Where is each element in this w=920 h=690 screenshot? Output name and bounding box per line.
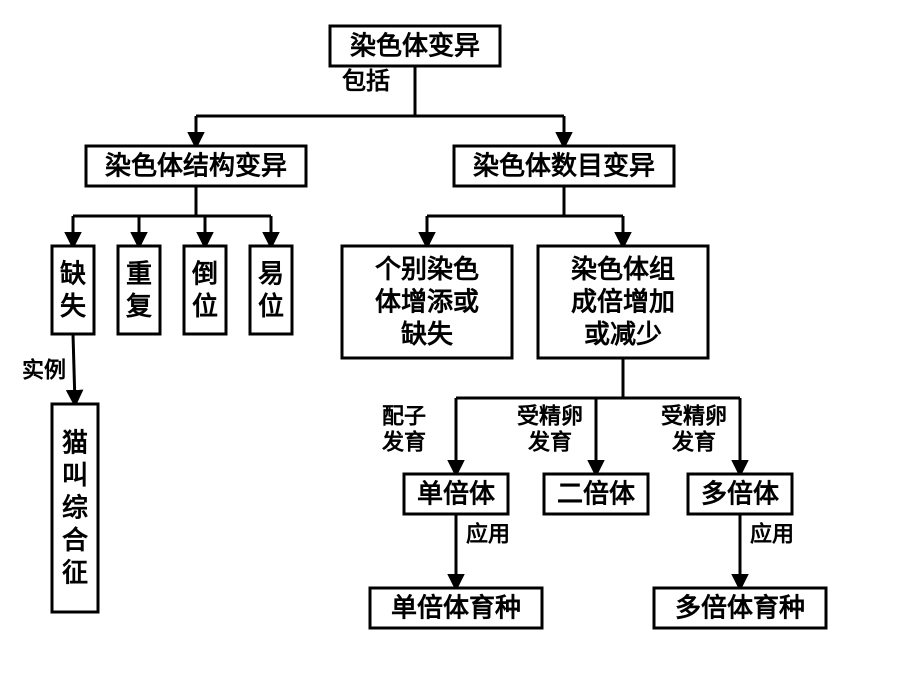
node-label: 综 <box>62 493 88 523</box>
edge-label: 受精卵 <box>661 404 727 429</box>
node-duplication: 重复 <box>118 246 160 334</box>
node-haploid_breed: 单倍体育种 <box>370 588 542 628</box>
node-label: 体增添或 <box>375 287 479 317</box>
flowchart-diagram: 包括实例应用应用配子发育受精卵发育受精卵发育染色体变异染色体结构变异染色体数目变… <box>0 0 920 690</box>
edge-label: 实例 <box>22 358 66 383</box>
node-label: 位 <box>258 291 284 321</box>
node-label: 征 <box>62 559 88 588</box>
node-label: 染色体组 <box>571 254 675 284</box>
node-label: 合 <box>62 525 89 555</box>
node-root: 染色体变异 <box>330 26 500 66</box>
node-polyset: 染色体组成倍增加或减少 <box>538 246 708 358</box>
node-label: 染色体数目变异 <box>473 151 655 181</box>
node-deletion: 缺失 <box>52 246 94 334</box>
node-translocation: 易位 <box>250 246 292 334</box>
node-inversion: 倒位 <box>184 246 226 334</box>
node-aneuploidy: 个别染色体增添或缺失 <box>342 246 512 358</box>
node-label: 单倍体 <box>417 479 496 509</box>
node-label: 复 <box>126 292 153 321</box>
node-label: 染色体变异 <box>350 31 480 61</box>
edge-label: 发育 <box>527 430 572 455</box>
node-label: 倒 <box>191 259 218 288</box>
node-label: 易 <box>258 259 284 288</box>
node-label: 缺 <box>60 259 87 288</box>
edge-label: 应用 <box>466 522 510 547</box>
node-label: 二倍体 <box>557 479 636 509</box>
node-struct: 染色体结构变异 <box>86 146 306 186</box>
edge-label: 应用 <box>750 522 794 547</box>
node-label: 染色体结构变异 <box>105 151 287 181</box>
edge-label: 发育 <box>381 430 426 455</box>
node-label: 个别染色 <box>375 254 479 284</box>
node-haploid: 单倍体 <box>404 474 508 514</box>
node-polyploid_breed: 多倍体育种 <box>654 588 826 628</box>
edge-label: 配子 <box>382 404 426 429</box>
node-label: 成倍增加 <box>571 287 675 317</box>
node-label: 叫 <box>62 461 88 490</box>
node-label: 或减少 <box>584 320 662 349</box>
node-label: 多倍体 <box>701 479 780 509</box>
node-label: 位 <box>192 291 218 321</box>
edge-label: 受精卵 <box>517 404 583 429</box>
edge-label: 包括 <box>342 67 390 95</box>
node-label: 重 <box>126 259 152 288</box>
node-number: 染色体数目变异 <box>454 146 674 186</box>
node-label: 单倍体育种 <box>391 593 521 623</box>
node-label: 缺失 <box>401 320 454 349</box>
node-label: 多倍体育种 <box>675 593 805 623</box>
node-label: 猫 <box>62 429 88 458</box>
node-diploid: 二倍体 <box>544 474 648 514</box>
node-label: 失 <box>60 292 87 321</box>
node-polyploid: 多倍体 <box>688 474 792 514</box>
edge-label: 发育 <box>671 430 716 455</box>
node-catcry: 猫叫综合征 <box>52 404 98 612</box>
